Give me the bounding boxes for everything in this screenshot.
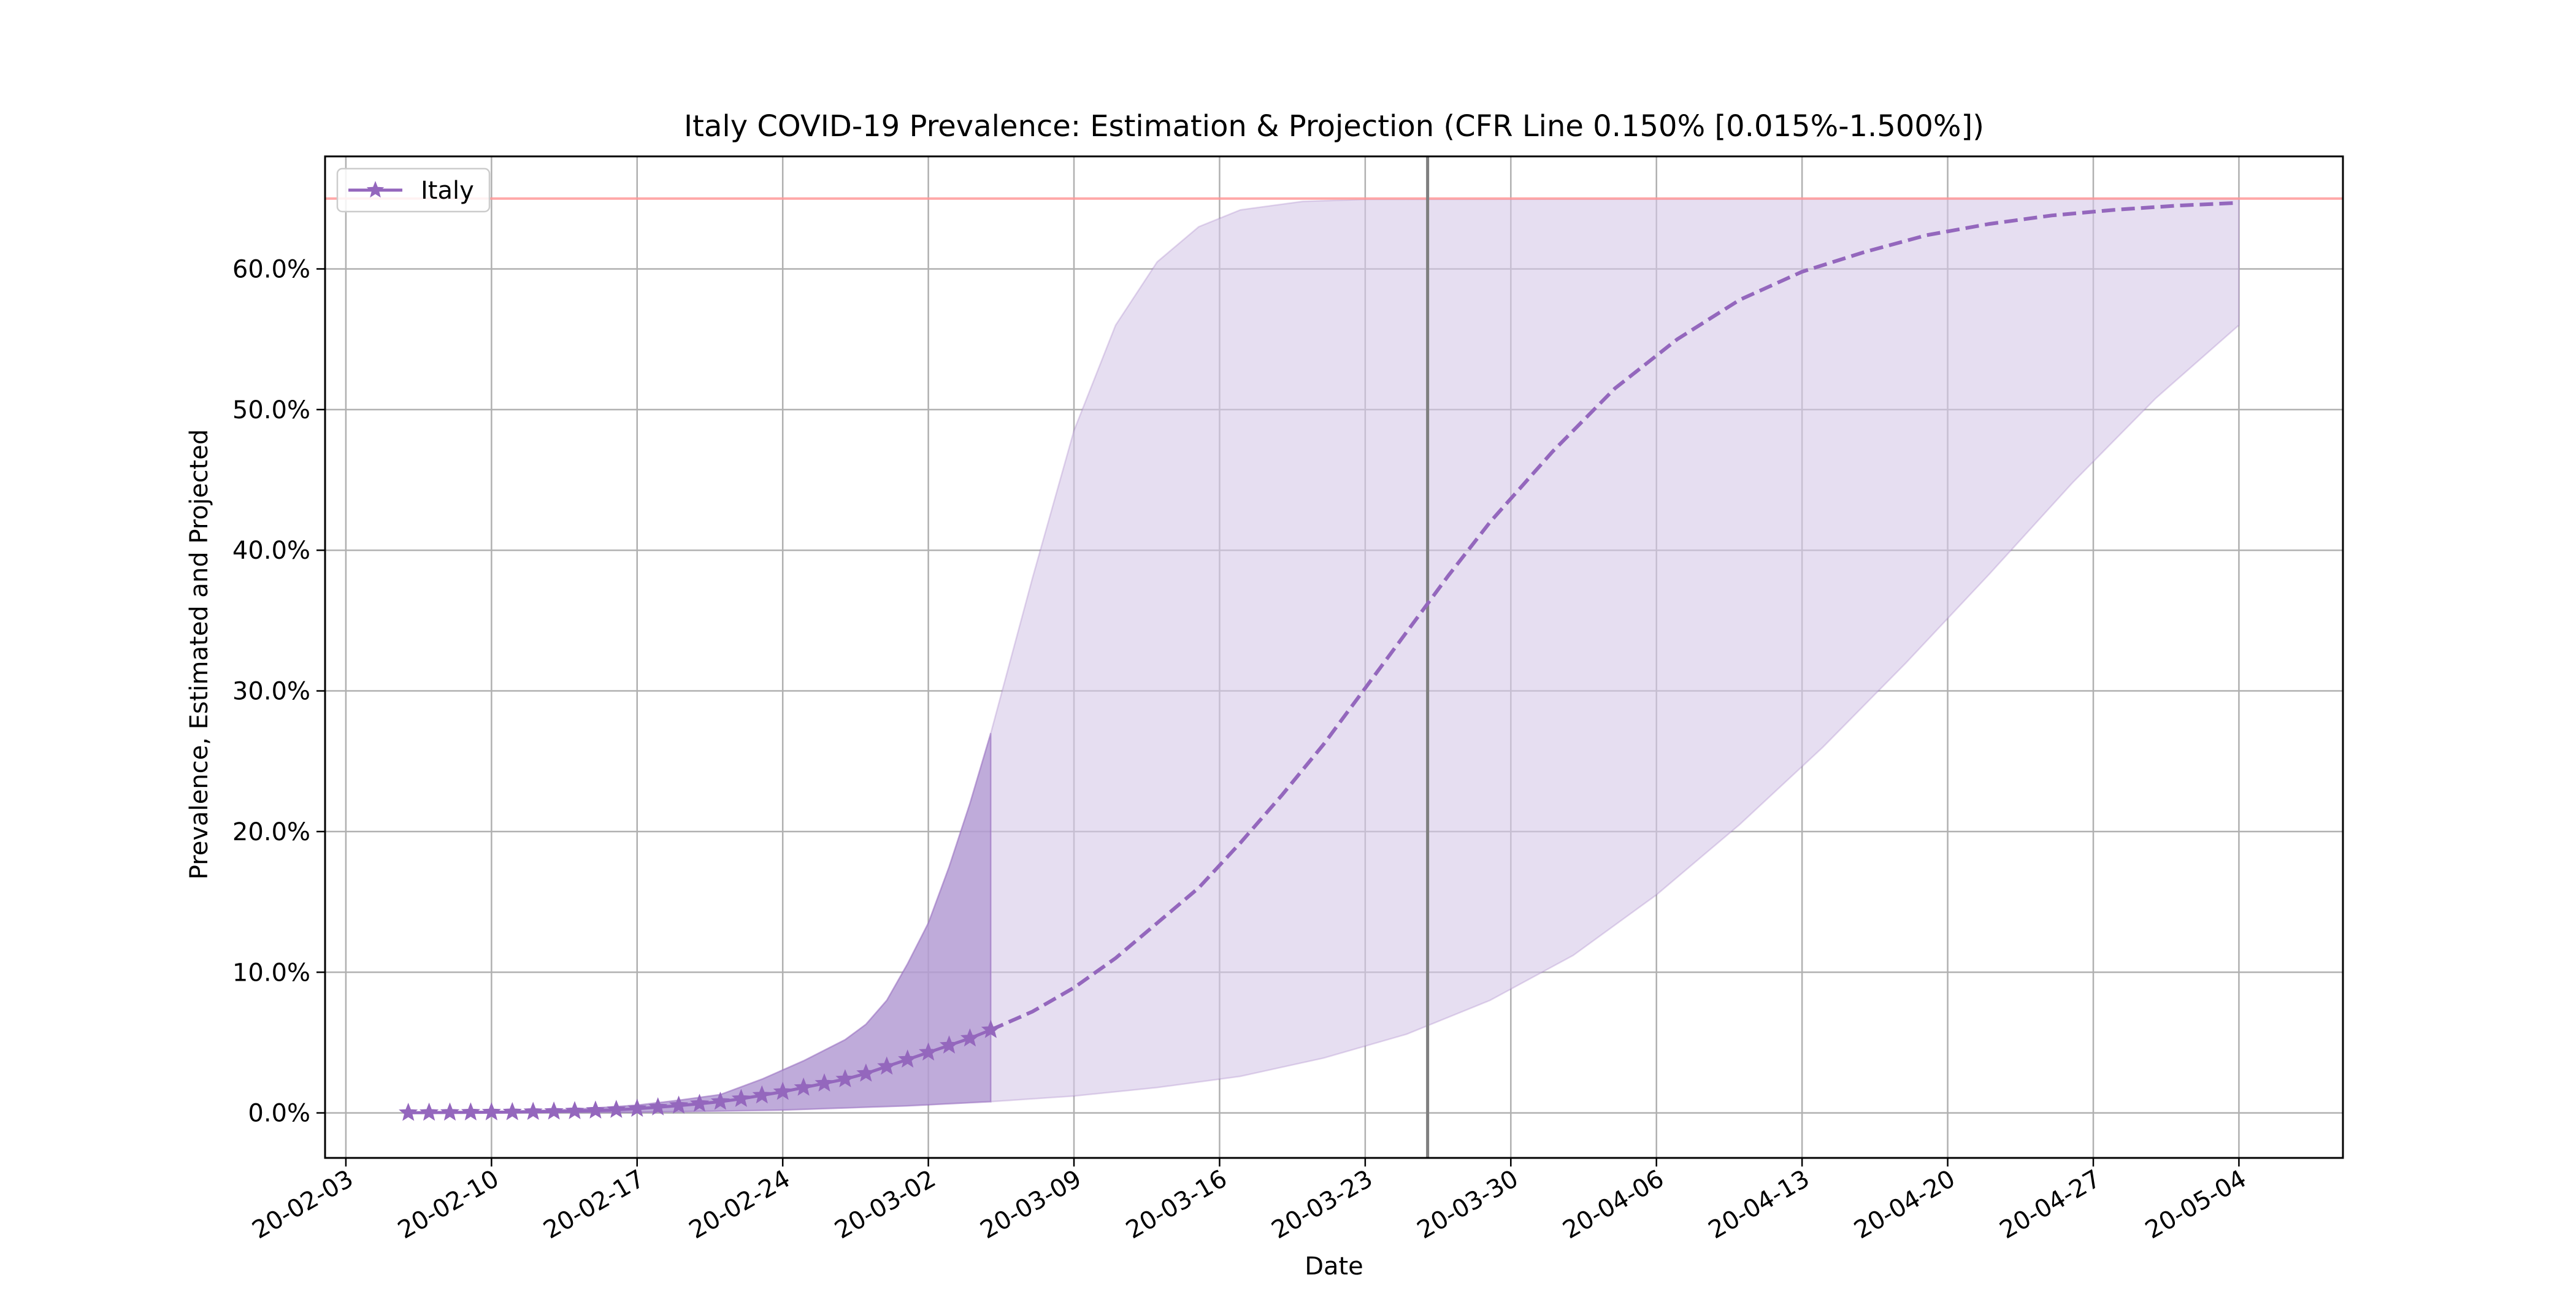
data-point [669,1095,689,1114]
data-point [710,1091,730,1110]
data-point [856,1063,876,1082]
legend: Italy [336,167,491,213]
data-point [627,1098,647,1117]
y-axis-label: Prevalence, Estimated and Projected [185,429,213,880]
data-point [565,1101,585,1119]
data-point [898,1049,918,1068]
data-point [752,1085,772,1104]
y-tick-label: 0.0% [248,1100,310,1128]
data-point [815,1073,834,1092]
data-point [648,1097,668,1116]
data-point [877,1056,897,1075]
data-point [502,1101,522,1121]
data-point [399,1103,418,1121]
data-point [607,1100,626,1118]
data-point [731,1089,751,1107]
data-point [939,1035,959,1054]
data-point [523,1101,543,1121]
legend-box [336,167,491,213]
y-tick-label: 60.0% [232,255,310,283]
plot-frame [324,155,2344,1159]
y-tick-label: 40.0% [232,537,310,565]
y-tick-label: 50.0% [232,396,310,424]
projection-line [990,201,2239,1032]
y-tick-label: 10.0% [232,959,310,987]
data-point [960,1028,979,1047]
data-point [461,1102,481,1121]
legend-label-italy: Italy [421,177,474,205]
data-point [835,1069,855,1087]
projection-band [990,197,2240,1103]
data-point [586,1100,605,1119]
data-point [689,1094,710,1112]
data-point [481,1102,501,1121]
data-point [773,1081,792,1100]
legend-star-icon [366,181,385,198]
data-point [419,1102,439,1121]
y-tick-label: 30.0% [232,678,310,706]
chart-title: Italy COVID-19 Prevalence: Estimation & … [684,109,1984,144]
data-point [544,1101,564,1120]
data-point [440,1102,460,1121]
data-point [918,1042,938,1061]
y-tick-label: 20.0% [232,818,310,846]
x-axis-label: Date [1305,1252,1363,1281]
data-point [794,1077,813,1096]
